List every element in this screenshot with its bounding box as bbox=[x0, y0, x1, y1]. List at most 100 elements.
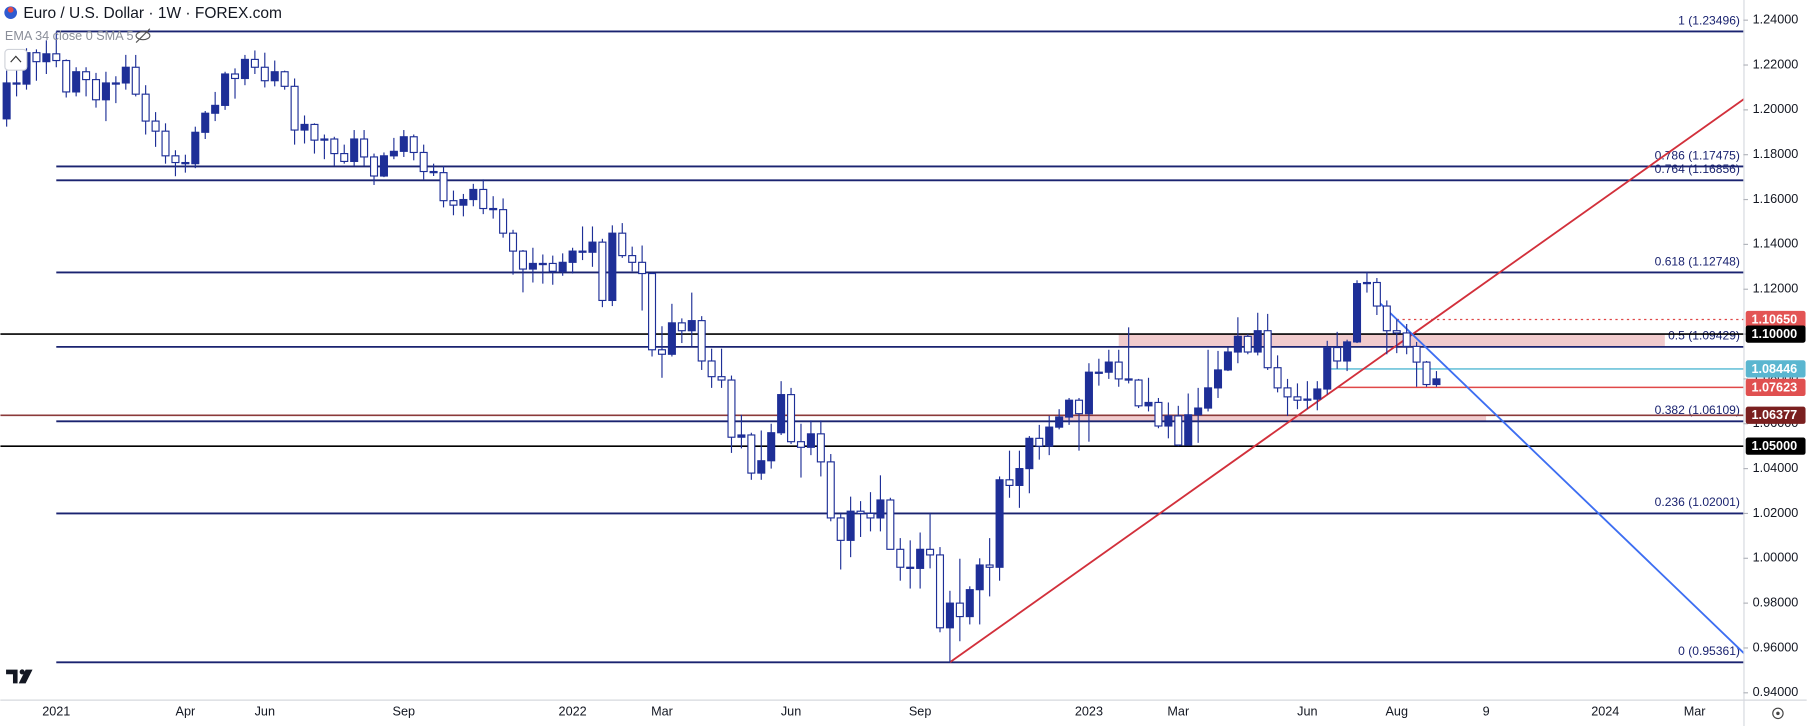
candle-body bbox=[816, 433, 825, 463]
candle-body bbox=[310, 123, 319, 141]
candle-body bbox=[1055, 416, 1064, 428]
price-tag-label: 1.07623 bbox=[1751, 380, 1797, 394]
candle-body bbox=[965, 589, 974, 618]
candle-body bbox=[399, 136, 408, 152]
candle-body bbox=[330, 138, 339, 155]
candle-body bbox=[409, 136, 418, 154]
fib-label: 0 (0.95361) bbox=[1678, 644, 1740, 658]
x-tick-label: Sep bbox=[393, 705, 416, 719]
candle-body bbox=[1154, 401, 1163, 427]
candle-body bbox=[1303, 398, 1312, 401]
candle-body bbox=[1104, 361, 1113, 373]
candle-body bbox=[32, 52, 41, 63]
candle-body bbox=[1015, 468, 1024, 486]
candle-body bbox=[509, 232, 518, 252]
price-tag bbox=[1745, 360, 1806, 378]
candle-body bbox=[121, 66, 130, 84]
x-tick-label: Jun bbox=[1297, 705, 1317, 719]
candle-body bbox=[1174, 415, 1183, 446]
zone bbox=[1059, 415, 1487, 422]
candle-body bbox=[221, 73, 230, 106]
y-tick-label: 1.12000 bbox=[1753, 282, 1799, 296]
candle-body bbox=[975, 564, 984, 591]
fib-label: 0.382 (1.06109) bbox=[1655, 403, 1740, 417]
y-tick-label: 1.02000 bbox=[1753, 506, 1799, 520]
candle-body bbox=[1352, 283, 1362, 343]
candle-body bbox=[926, 548, 935, 556]
header-bg bbox=[0, 2, 352, 26]
eye bbox=[135, 31, 151, 41]
price-tag bbox=[1745, 325, 1806, 343]
candle-body bbox=[1243, 335, 1252, 353]
candle-body bbox=[1065, 399, 1074, 418]
candle-body bbox=[1432, 378, 1441, 386]
fib-label: 0.786 (1.17475) bbox=[1655, 148, 1740, 162]
candle-body bbox=[608, 232, 617, 302]
candle-body bbox=[796, 441, 806, 448]
candle-body bbox=[1074, 399, 1084, 415]
y-tick-label: 1.22000 bbox=[1753, 57, 1799, 71]
button-frame bbox=[4, 48, 28, 71]
candle-body bbox=[727, 379, 736, 438]
x-tick-label: Mar bbox=[1167, 705, 1189, 719]
candle-body bbox=[747, 434, 756, 474]
candle-body bbox=[1313, 388, 1322, 400]
collapse-button[interactable] bbox=[4, 48, 28, 71]
candle-body bbox=[1273, 367, 1282, 389]
y-tick-label: 0.98000 bbox=[1753, 595, 1799, 609]
candle-body bbox=[1293, 396, 1302, 401]
candle-body bbox=[1005, 479, 1014, 486]
price-tag bbox=[1745, 437, 1806, 455]
candle-body bbox=[350, 138, 359, 163]
plot-area: 1 (1.23496) 0.786 (1.17475)0.764 (1.16856… bbox=[0, 13, 1744, 664]
candle-body bbox=[707, 360, 716, 378]
candle-body bbox=[1402, 332, 1411, 347]
candle-body bbox=[667, 322, 676, 355]
candle-body bbox=[588, 241, 597, 253]
price-tag bbox=[1745, 310, 1806, 329]
candle-body bbox=[270, 71, 279, 82]
candle-body bbox=[916, 548, 925, 569]
candle-body bbox=[82, 71, 91, 81]
x-tick-label: Jun bbox=[781, 705, 801, 719]
candle-body bbox=[1392, 330, 1401, 334]
fib-label: 1 (1.23496) bbox=[1678, 13, 1740, 27]
x-tick-label: 2021 bbox=[42, 705, 70, 719]
fib-label: 0.618 (1.12748) bbox=[1655, 254, 1740, 268]
x-tick-label: 2023 bbox=[1075, 705, 1103, 719]
candle-body bbox=[290, 85, 299, 131]
chart-title: Euro / U.S. Dollar · 1W · FOREX.com bbox=[23, 5, 282, 22]
visibility-icon[interactable] bbox=[135, 28, 151, 43]
candle-body bbox=[131, 66, 140, 95]
candle-body bbox=[2, 82, 11, 120]
chevron bbox=[10, 55, 22, 63]
candle-body bbox=[1372, 281, 1381, 307]
settings-button[interactable] bbox=[1772, 707, 1784, 720]
x-tick-label: 9 bbox=[1483, 705, 1490, 719]
candle-body bbox=[42, 53, 51, 63]
price-tag bbox=[1745, 406, 1806, 424]
candle-body bbox=[648, 272, 657, 351]
candle-body bbox=[389, 150, 398, 157]
trendline bbox=[949, 98, 1744, 664]
x-tick-label: Mar bbox=[1684, 705, 1706, 719]
price-tag-label: 1.10650 bbox=[1751, 312, 1797, 326]
trendline bbox=[1376, 299, 1744, 655]
candle-body bbox=[72, 71, 81, 93]
candle-body bbox=[578, 250, 587, 253]
candle-body bbox=[1204, 387, 1213, 409]
candle-body bbox=[230, 73, 240, 80]
flag-icon bbox=[7, 6, 14, 13]
candle-body bbox=[638, 261, 647, 275]
price-tag-label: 1.06377 bbox=[1751, 408, 1797, 422]
candle-body bbox=[757, 460, 766, 474]
candle-body bbox=[856, 510, 865, 515]
candle-body bbox=[1333, 346, 1342, 362]
y-tick-label: 1.24000 bbox=[1753, 13, 1799, 27]
x-tick-label: Aug bbox=[1385, 705, 1408, 719]
candle-body bbox=[1323, 346, 1332, 390]
candle-body bbox=[211, 104, 220, 114]
candle-body bbox=[945, 602, 954, 629]
